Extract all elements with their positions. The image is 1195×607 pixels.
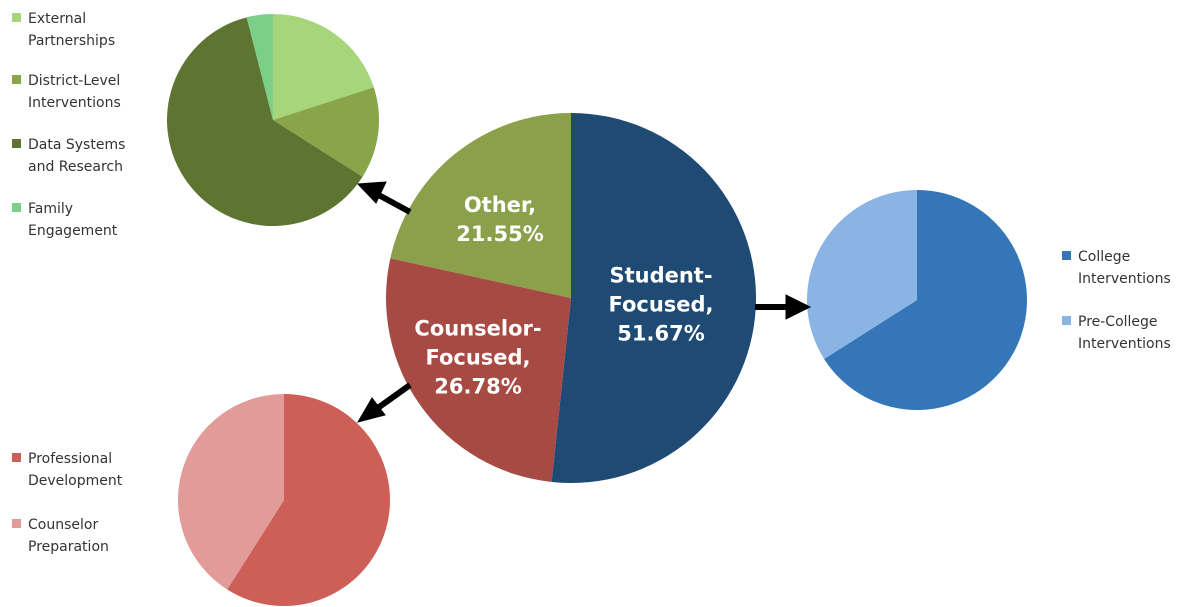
arrows	[356, 181, 812, 423]
arrow	[373, 382, 412, 413]
legend-label: Pre-College Interventions	[1078, 314, 1171, 352]
legend-item: Data Systems and Research	[12, 134, 150, 178]
legend-item: District-Level Interventions	[12, 70, 150, 114]
legend-swatch	[1062, 316, 1071, 325]
legend-label: External Partnerships	[28, 11, 116, 49]
legend-item: Counselor Preparation	[12, 514, 150, 558]
pie-slice	[824, 190, 1027, 411]
arrow	[373, 190, 412, 215]
pie-slice	[227, 394, 390, 606]
label-value: 21.55%	[456, 222, 544, 246]
pie-slice	[273, 14, 374, 120]
legend-item: Pre-College Interventions	[1062, 311, 1195, 355]
data-label: Student-Focused, 51.67%	[606, 262, 716, 349]
pie-slice	[246, 14, 273, 120]
legend-label: Professional Development	[28, 451, 123, 489]
pie-slice	[807, 190, 917, 359]
legend-item: Family Engagement	[12, 198, 150, 242]
pie-slice	[386, 258, 571, 482]
legend-swatch	[12, 75, 21, 84]
pie-slice	[166, 17, 363, 226]
data-label: Counselor-Focused, 26.78%	[413, 315, 543, 402]
legend-label: Counselor Preparation	[28, 517, 109, 555]
label-category: Counselor-Focused,	[414, 316, 542, 370]
legend-label: District-Level Interventions	[28, 73, 121, 111]
legend-item: Professional Development	[12, 448, 150, 492]
legend-item: External Partnerships	[12, 8, 150, 52]
legend-item: College Interventions	[1062, 246, 1195, 290]
legend-swatch	[12, 453, 21, 462]
data-label: Other, 21.55%	[450, 191, 550, 249]
legend-swatch	[12, 203, 21, 212]
legend-swatch	[1062, 251, 1071, 260]
label-value: 26.78%	[434, 374, 522, 399]
legend-swatch	[12, 13, 21, 22]
arrow-head	[785, 294, 812, 320]
legend-label: College Interventions	[1078, 249, 1171, 287]
pie-slice	[390, 113, 571, 298]
legend-swatch	[12, 139, 21, 148]
pie-slice	[177, 394, 284, 590]
legend-label: Data Systems and Research	[28, 137, 126, 175]
legend-swatch	[12, 519, 21, 528]
label-category: Other,	[463, 193, 537, 217]
legend-label: Family Engagement	[28, 201, 118, 239]
arrow-head	[356, 397, 386, 423]
pie-slice	[551, 113, 757, 483]
arrow-head	[356, 181, 387, 204]
label-category: Student-Focused,	[608, 263, 714, 317]
pie-slice	[273, 87, 379, 177]
label-value: 51.67%	[617, 321, 705, 346]
